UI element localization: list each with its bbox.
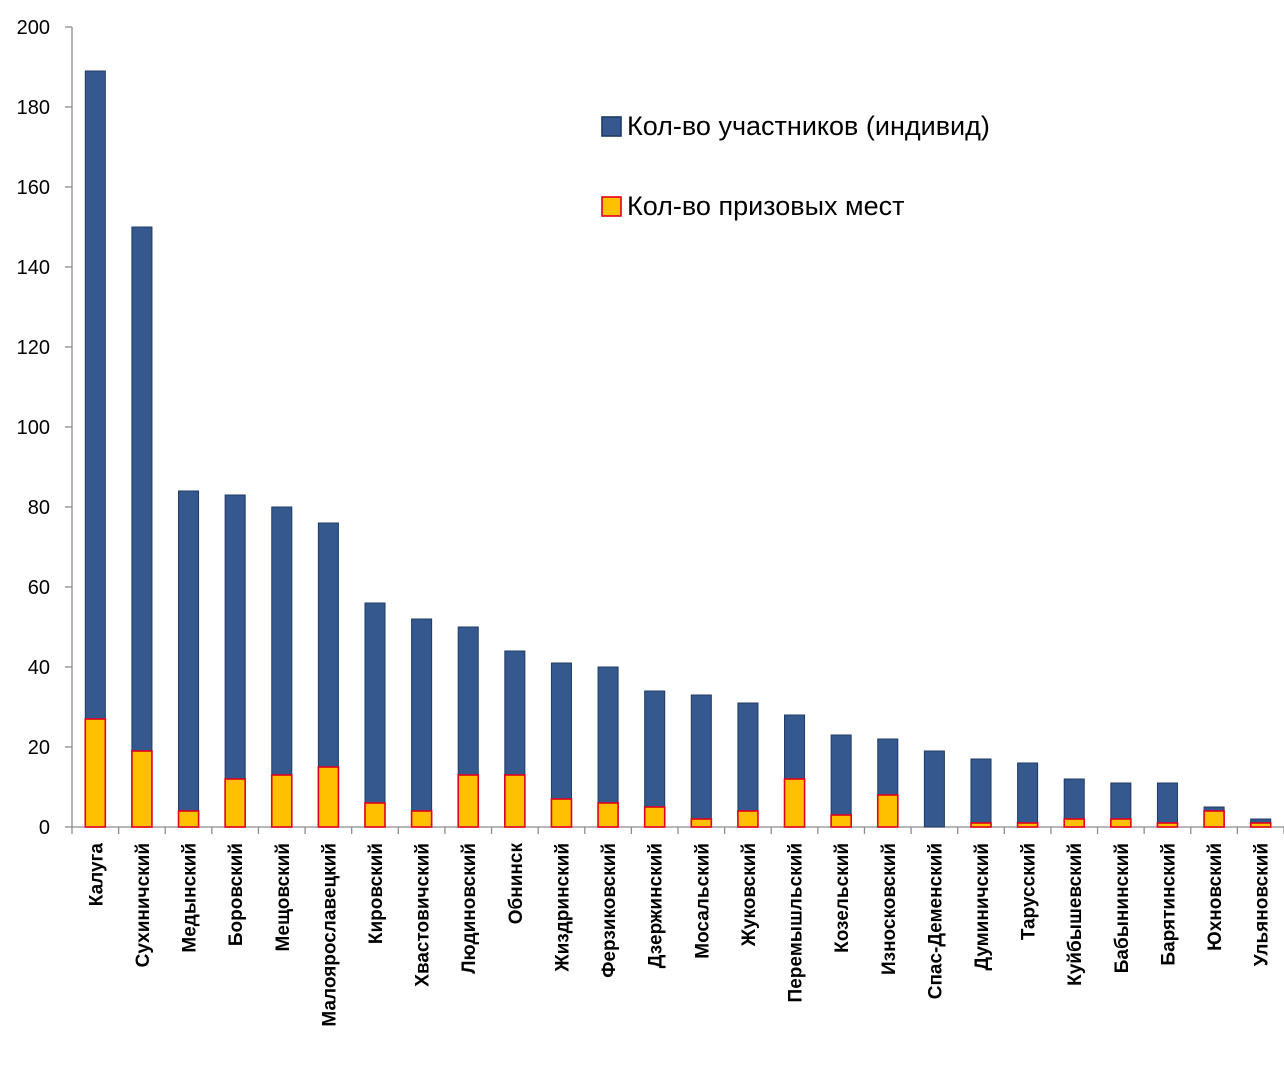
category-label: Обнинск — [506, 843, 527, 925]
prizes-bar — [1156, 822, 1179, 828]
category-label: Людиновский — [459, 843, 480, 974]
prizes-bar — [597, 802, 619, 828]
y-tick-label: 20 — [28, 737, 50, 759]
category-label: Барятинский — [1158, 843, 1179, 966]
participants-bar — [178, 490, 200, 828]
participants-bar — [411, 618, 433, 828]
category-label: Хвастовичский — [413, 843, 434, 987]
prizes-bar — [1249, 822, 1272, 828]
participants-bar — [224, 494, 246, 828]
prizes-bar — [690, 818, 713, 828]
category-label: Дзержинский — [646, 843, 667, 968]
prizes-bar — [1063, 818, 1086, 828]
category-label: Ульяновский — [1252, 843, 1273, 966]
prizes-bar — [317, 766, 340, 828]
prizes-bar — [1203, 810, 1225, 828]
participants-bar — [131, 226, 153, 828]
y-tick-label: 120 — [17, 337, 50, 359]
category-label: Малоярославецкий — [319, 843, 340, 1027]
category-label: Бабынинский — [1112, 843, 1133, 973]
prizes-bar — [550, 798, 573, 828]
category-label: Боровский — [226, 843, 247, 946]
participants-bar — [970, 758, 992, 828]
prizes-bar — [224, 778, 246, 828]
category-label: Жиздринский — [552, 843, 573, 973]
participants-bar — [923, 750, 945, 828]
legend-label-prizes: Кол-во призовых мест — [627, 191, 904, 221]
prizes-bar — [1016, 822, 1039, 828]
prizes-bar — [270, 774, 293, 828]
prizes-bar — [830, 814, 852, 828]
prizes-bar — [1110, 818, 1132, 828]
prizes-bar — [643, 806, 666, 828]
participants-bar — [830, 734, 852, 828]
y-tick-label: 180 — [17, 97, 50, 119]
category-label: Юхновский — [1205, 843, 1226, 951]
y-tick-label: 200 — [17, 17, 50, 39]
category-label: Медынский — [180, 843, 201, 953]
prizes-bar — [970, 822, 992, 828]
prizes-bar — [737, 810, 759, 828]
legend-swatch-participants — [601, 116, 622, 137]
prizes-bar — [364, 802, 386, 828]
category-label: Думиничский — [972, 843, 993, 970]
prizes-bar — [131, 750, 153, 828]
category-label: Мосальский — [692, 843, 713, 959]
prizes-bar — [84, 718, 107, 828]
y-tick-label: 40 — [28, 657, 50, 679]
category-label: Калуга — [86, 843, 107, 907]
category-label: Тарусский — [1019, 843, 1040, 940]
prizes-bar — [457, 774, 480, 828]
prizes-bar — [783, 778, 806, 828]
y-tick-label: 160 — [17, 177, 50, 199]
category-label: Сухиничский — [133, 843, 154, 967]
prizes-bar — [504, 774, 526, 828]
prizes-bar — [876, 794, 899, 828]
y-tick-label: 0 — [39, 817, 50, 839]
participants-bar — [737, 702, 759, 828]
category-label: Куйбышевский — [1065, 843, 1086, 986]
participants-bar — [84, 70, 106, 828]
category-label: Кировский — [366, 843, 387, 944]
category-label: Перемышльский — [786, 843, 807, 1002]
participants-bar — [690, 694, 712, 828]
category-label: Износковский — [879, 843, 900, 975]
y-tick-label: 80 — [28, 497, 50, 519]
participants-bar — [1156, 782, 1178, 828]
prizes-bar — [410, 810, 433, 828]
category-label: Спас-Деменский — [925, 843, 946, 999]
y-tick-label: 100 — [17, 417, 50, 439]
category-label: Жуковский — [739, 843, 760, 947]
prizes-bar — [177, 810, 200, 828]
category-label: Мещовский — [273, 843, 294, 951]
y-tick-label: 60 — [28, 577, 50, 599]
legend-swatch-prizes — [601, 196, 622, 217]
participants-bar — [364, 602, 386, 828]
legend-label-participants: Кол-во участников (индивид) — [627, 111, 990, 141]
participants-bar — [1017, 762, 1039, 828]
y-tick-label: 140 — [17, 257, 50, 279]
category-label: Ферзиковский — [599, 843, 620, 978]
category-label: Козельский — [832, 843, 853, 953]
